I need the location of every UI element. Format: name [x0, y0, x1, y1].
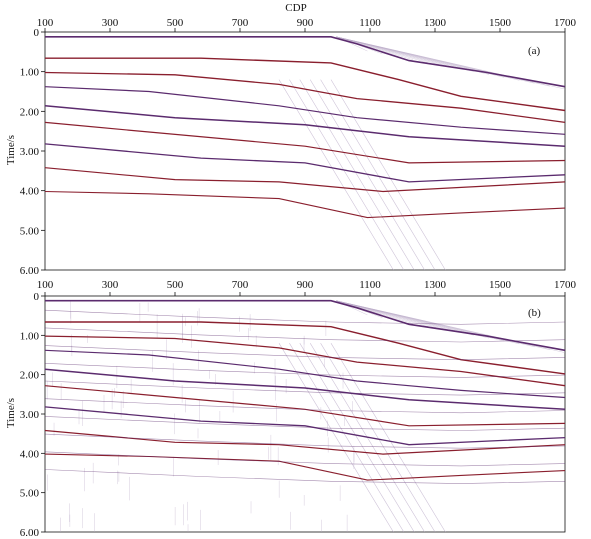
panel-b-reflector-weak: [44, 345, 566, 361]
panel-a-cdp-ticks: 100 300 500 700 900 1100 1300 1500 1700: [37, 17, 577, 32]
panel-a-cdp-tick-label: 700: [232, 17, 249, 29]
panel-b-cdp-tick-label: 1300: [424, 279, 447, 291]
panel-a-reflector: [44, 71, 566, 124]
panel-b-time-tick-label: 4.00: [20, 448, 40, 460]
panel-a-time-tick-label: 0: [34, 27, 40, 39]
panel-a-cdp-tick-label: 1300: [424, 17, 447, 29]
panel-b-y-axis-label: Time/s: [5, 398, 17, 428]
panel-b-reflector: [44, 429, 566, 455]
panel-a-diffraction: [330, 79, 446, 271]
panel-b-diffraction: [320, 343, 436, 533]
panel-b-reflector-weak: [44, 433, 566, 449]
panel-b-time-tick-label: 0: [34, 291, 40, 303]
panel-a-reflector: [44, 121, 566, 164]
panel-b-time-tick-label: 1.00: [20, 330, 40, 342]
panel-b-time-ticks: 0 1.00 2.00 3.00 4.00 5.00 6.00: [20, 291, 45, 539]
panel-b-reflector: [45, 299, 566, 352]
panel-b-reflector-weak: [44, 469, 566, 484]
panel-a-reflector: [45, 57, 566, 112]
panel-b-cdp-tick-label: 900: [297, 279, 314, 291]
panel-a-reflector: [44, 190, 566, 219]
panel-b-reflector-weak: [44, 309, 566, 325]
panel-a-cdp-tick-label: 1700: [554, 17, 577, 29]
panel-b-reflector: [44, 349, 566, 399]
panel-b-reflector-weak: [44, 327, 566, 343]
panel-a-diffraction: [320, 79, 436, 271]
panel-a-cdp-tick-label: 900: [297, 17, 314, 29]
panel-b-reflector: [45, 321, 566, 375]
panel-b-time-tick-label: 5.00: [20, 488, 40, 500]
panel-b: 100 300 500 700 900 1100 1300 1500 1700 0 1.00 2.0…: [5, 279, 577, 539]
panel-a-y-axis-label: Time/s: [5, 135, 17, 165]
panel-a-diffraction: [289, 79, 405, 271]
panel-b-reflectors: [44, 299, 566, 533]
panel-b-reflector: [44, 335, 566, 387]
panel-b-cdp-ticks: 100 300 500 700 900 1100 1300 1500 1700: [37, 279, 577, 296]
panel-a-reflector: [44, 105, 566, 147]
panel-a-time-tick-label: 4.00: [20, 186, 40, 198]
panel-b-reflector-weak: [44, 398, 566, 414]
panel-b-reflector-weak: [44, 380, 566, 396]
panel-b-reflector-weak: [44, 451, 566, 467]
panel-b-reflector: [44, 406, 566, 446]
panel-a-time-tick-label: 6.00: [20, 265, 40, 277]
panel-a-cdp-tick-label: 300: [102, 17, 119, 29]
panel-b-tag: (b): [528, 307, 541, 319]
panel-a-reflector: [45, 36, 566, 88]
panel-a-reflector: [44, 86, 566, 135]
panel-a-cdp-tick-label: 1500: [489, 17, 512, 29]
panel-b-time-tick-label: 6.00: [20, 527, 40, 539]
panel-a: CDP 100 300 500 700 900 1100 1300 1500 1700 0 1.0…: [5, 2, 577, 277]
panel-b-reflector-weak: [44, 416, 566, 431]
panel-b-diffraction: [289, 343, 405, 533]
panel-b-time-tick-label: 3.00: [20, 409, 40, 421]
panel-a-reflector: [44, 143, 566, 183]
panel-a-time-tick-label: 1.00: [20, 67, 40, 79]
panel-a-reflector: [44, 167, 566, 193]
panel-b-cdp-tick-label: 300: [102, 279, 119, 291]
panel-a-cdp-tick-label: 100: [37, 17, 54, 29]
panel-a-cdp-tick-label: 1100: [359, 17, 381, 29]
panel-a-time-ticks: 0 1.00 2.00 3.00 4.00 5.00 6.00: [20, 27, 45, 277]
panel-a-cdp-tick-label: 500: [167, 17, 184, 29]
panel-a-cdp-axis-title: CDP: [285, 2, 306, 14]
panel-b-reflector: [44, 368, 566, 411]
panel-b-reflector: [44, 453, 566, 481]
panel-b-diffraction: [278, 343, 394, 533]
panel-b-noise-texture: [46, 300, 355, 532]
panel-b-time-tick-label: 2.00: [20, 370, 40, 382]
panel-a-time-tick-label: 2.00: [20, 106, 40, 118]
panel-a-tag: (a): [528, 45, 541, 57]
panel-b-reflector-weak: [44, 363, 566, 378]
panel-a-time-tick-label: 5.00: [20, 225, 40, 237]
panel-b-diffraction: [330, 343, 446, 533]
panel-b-cdp-tick-label: 500: [167, 279, 184, 291]
panel-a-time-tick-label: 3.00: [20, 146, 40, 158]
panel-b-cdp-tick-label: 100: [37, 279, 54, 291]
panel-a-reflectors: [44, 36, 566, 271]
panel-b-cdp-tick-label: 1500: [489, 279, 512, 291]
panel-b-cdp-tick-label: 1100: [359, 279, 381, 291]
panel-b-cdp-tick-label: 700: [232, 279, 249, 291]
panel-a-diffraction: [278, 79, 394, 271]
panel-b-cdp-tick-label: 1700: [554, 279, 577, 291]
